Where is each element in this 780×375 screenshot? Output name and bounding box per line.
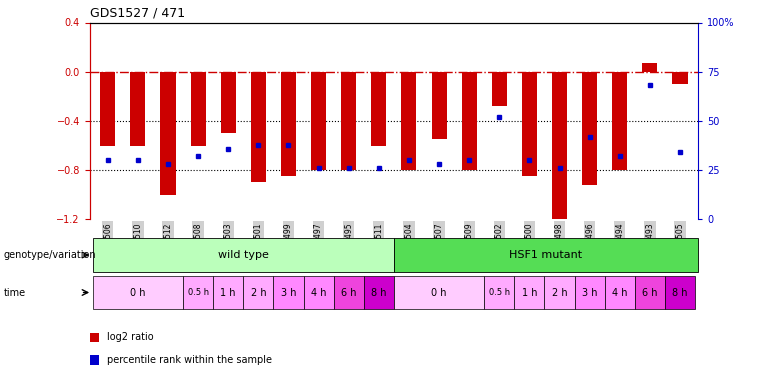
Bar: [183, 276, 213, 309]
Text: 2 h: 2 h: [551, 288, 567, 297]
Bar: [575, 276, 604, 309]
Bar: [402, 72, 417, 170]
Bar: [363, 276, 394, 309]
Bar: [484, 276, 514, 309]
Text: percentile rank within the sample: percentile rank within the sample: [107, 355, 272, 365]
Text: 0.5 h: 0.5 h: [187, 288, 209, 297]
Text: genotype/variation: genotype/variation: [4, 250, 97, 260]
Bar: [311, 72, 326, 170]
Bar: [213, 276, 243, 309]
Text: 0 h: 0 h: [130, 288, 146, 297]
Bar: [161, 72, 176, 195]
Text: 2 h: 2 h: [250, 288, 266, 297]
Bar: [130, 72, 145, 146]
Bar: [303, 276, 334, 309]
Text: 4 h: 4 h: [612, 288, 628, 297]
Text: HSF1 mutant: HSF1 mutant: [509, 250, 583, 260]
Text: 1 h: 1 h: [522, 288, 537, 297]
Text: 8 h: 8 h: [371, 288, 387, 297]
Bar: [672, 72, 687, 84]
Text: 3 h: 3 h: [281, 288, 296, 297]
Bar: [93, 276, 183, 309]
Bar: [552, 72, 567, 219]
Bar: [665, 276, 695, 309]
Text: 6 h: 6 h: [642, 288, 658, 297]
Text: 1 h: 1 h: [221, 288, 236, 297]
Bar: [431, 72, 447, 140]
Text: 0.5 h: 0.5 h: [489, 288, 510, 297]
Bar: [491, 72, 507, 106]
Text: 3 h: 3 h: [582, 288, 597, 297]
Bar: [394, 276, 484, 309]
Bar: [514, 276, 544, 309]
Bar: [544, 276, 575, 309]
Bar: [334, 276, 363, 309]
Bar: [341, 72, 356, 170]
Bar: [93, 238, 394, 272]
Bar: [274, 276, 303, 309]
Bar: [612, 72, 627, 170]
Bar: [643, 63, 658, 72]
Bar: [582, 72, 597, 185]
Bar: [221, 72, 236, 133]
Text: 4 h: 4 h: [311, 288, 326, 297]
Bar: [101, 72, 115, 146]
Text: time: time: [4, 288, 26, 297]
Bar: [462, 72, 477, 170]
Bar: [604, 276, 635, 309]
Text: 8 h: 8 h: [672, 288, 688, 297]
Bar: [371, 72, 386, 146]
Bar: [251, 72, 266, 183]
Bar: [281, 72, 296, 176]
Bar: [635, 276, 665, 309]
Text: 0 h: 0 h: [431, 288, 447, 297]
Text: 6 h: 6 h: [341, 288, 356, 297]
Text: log2 ratio: log2 ratio: [107, 333, 154, 342]
Bar: [522, 72, 537, 176]
Text: GDS1527 / 471: GDS1527 / 471: [90, 7, 185, 20]
Bar: [394, 238, 698, 272]
Bar: [243, 276, 274, 309]
Text: wild type: wild type: [218, 250, 269, 260]
Bar: [190, 72, 206, 146]
